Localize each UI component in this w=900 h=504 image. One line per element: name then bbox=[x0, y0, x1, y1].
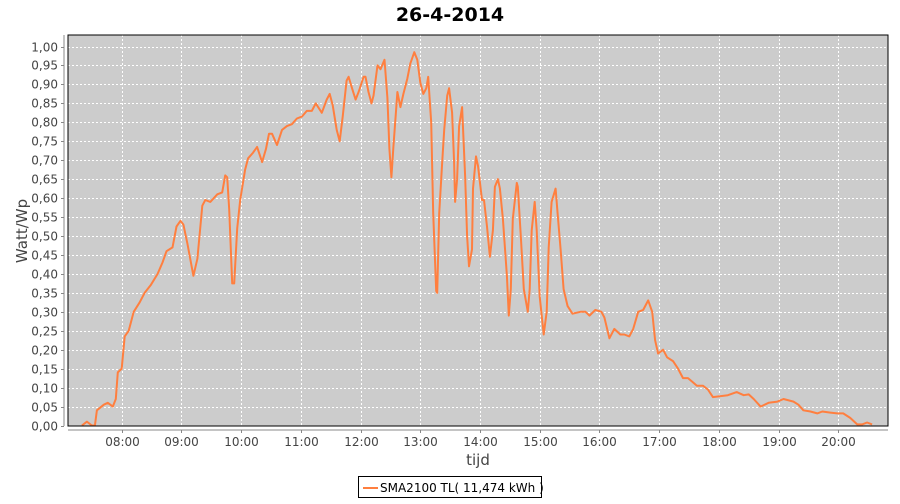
plot-area bbox=[68, 35, 888, 426]
y-tick-label: 0,30 bbox=[31, 306, 58, 320]
legend: SMA2100 TL( 11,474 kWh ) bbox=[358, 476, 544, 498]
y-tick-label: 0,20 bbox=[31, 344, 58, 358]
chart-title: 26-4-2014 bbox=[396, 4, 504, 26]
y-tick-label: 0,50 bbox=[31, 230, 58, 244]
y-tick-label: 0,60 bbox=[31, 192, 58, 206]
y-axis: 0,00 0,05 0,10 0,15 0,20 0,25 0,30 0,35 0,40 0,45… bbox=[31, 35, 65, 434]
y-tick-label: 0,40 bbox=[31, 268, 58, 282]
y-tick-label: 0,90 bbox=[31, 78, 58, 92]
x-tick-label: 11:00 bbox=[284, 435, 319, 449]
y-tick-label: 0,25 bbox=[31, 325, 58, 339]
x-tick-label: 18:00 bbox=[702, 435, 737, 449]
y-tick-label: 0,80 bbox=[31, 116, 58, 130]
y-axis-label: Watt/Wp bbox=[13, 199, 31, 263]
x-tick-label: 19:00 bbox=[762, 435, 797, 449]
x-tick-label: 13:00 bbox=[403, 435, 438, 449]
y-tick-label: 0,70 bbox=[31, 154, 58, 168]
series-line bbox=[81, 51, 873, 427]
y-tick-label: 0,10 bbox=[31, 382, 58, 396]
x-tick-label: 20:00 bbox=[821, 435, 856, 449]
x-tick-label: 09:00 bbox=[164, 435, 199, 449]
x-tick-label: 14:00 bbox=[463, 435, 498, 449]
y-tick-label: 0,55 bbox=[31, 211, 58, 225]
legend-label: SMA2100 TL( 11,474 kWh ) bbox=[380, 481, 544, 495]
y-tick-label: 0,15 bbox=[31, 363, 58, 377]
x-axis: 08:00 09:00 10:00 11:00 12:00 13:00 14:00 15:00… bbox=[68, 429, 888, 449]
plot-border bbox=[67, 34, 889, 427]
y-tick-label: 0,65 bbox=[31, 173, 58, 187]
y-tick-label: 0,00 bbox=[31, 420, 58, 434]
y-tick-label: 0,35 bbox=[31, 287, 58, 301]
y-tick-label: 0,05 bbox=[31, 401, 58, 415]
y-tick-label: 0,85 bbox=[31, 97, 58, 111]
y-tick-label: 1,00 bbox=[31, 41, 58, 55]
y-tick-label: 0,45 bbox=[31, 249, 58, 263]
legend-box bbox=[358, 476, 542, 498]
x-tick-label: 10:00 bbox=[224, 435, 259, 449]
x-tick-label: 12:00 bbox=[344, 435, 379, 449]
x-tick-label: 16:00 bbox=[582, 435, 617, 449]
x-axis-label: tijd bbox=[466, 451, 490, 469]
x-tick-label: 08:00 bbox=[105, 435, 140, 449]
y-tick-label: 0,95 bbox=[31, 59, 58, 73]
y-tick-label: 0,75 bbox=[31, 135, 58, 149]
x-tick-label: 17:00 bbox=[642, 435, 677, 449]
x-tick-label: 15:00 bbox=[523, 435, 558, 449]
